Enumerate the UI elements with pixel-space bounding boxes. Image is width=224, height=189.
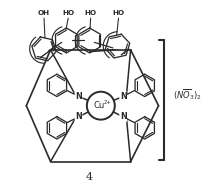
Text: OH: OH (38, 11, 50, 16)
Text: N: N (120, 112, 127, 121)
Text: HO: HO (62, 11, 74, 16)
Text: 4: 4 (86, 172, 93, 182)
Text: Cu: Cu (93, 101, 105, 110)
Circle shape (87, 92, 115, 120)
Text: HO: HO (84, 11, 97, 16)
Text: N: N (75, 112, 82, 121)
Text: 2+: 2+ (104, 100, 112, 105)
Text: N: N (120, 92, 127, 101)
Text: HO: HO (112, 11, 125, 16)
Text: $(N\overline{O}_3)_2$: $(N\overline{O}_3)_2$ (173, 87, 202, 102)
Text: N: N (75, 92, 82, 101)
